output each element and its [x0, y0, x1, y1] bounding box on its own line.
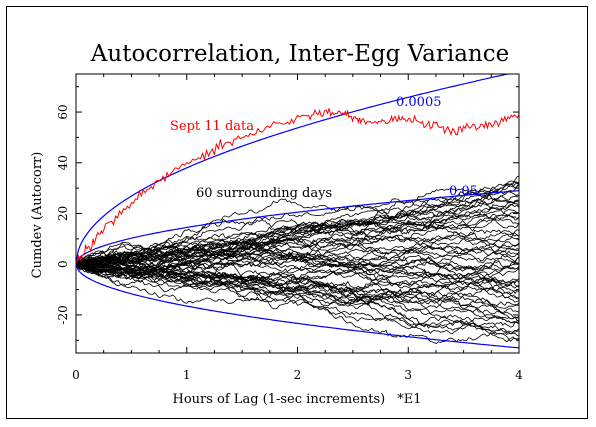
- background-series-line: [76, 261, 519, 303]
- y-tick-label: 0: [56, 260, 70, 268]
- background-series-line: [76, 263, 519, 303]
- background-series-line: [76, 260, 519, 343]
- background-series-line: [76, 187, 519, 265]
- background-series-line: [76, 180, 519, 268]
- x-axis-label: Hours of Lag (1-sec increments) *E1: [172, 392, 421, 407]
- envelope-curve: [76, 190, 519, 265]
- background-series-line: [76, 259, 519, 286]
- background-series-line: [76, 175, 519, 267]
- background-series-line: [76, 241, 519, 268]
- envelope-curve: [76, 74, 511, 265]
- y-tick-label: -20: [56, 305, 70, 324]
- background-series-line: [76, 261, 519, 286]
- background-series-line: [76, 190, 519, 267]
- background-series-line: [76, 255, 519, 286]
- y-tick-label: 20: [56, 206, 70, 221]
- chart-title: Autocorrelation, Inter-Egg Variance: [90, 41, 509, 67]
- sept11-series-line: [76, 108, 519, 265]
- x-tick-label: 2: [294, 368, 302, 382]
- x-tick-label: 1: [183, 368, 191, 382]
- x-tick-label: 3: [404, 368, 412, 382]
- background-series-line: [76, 257, 519, 331]
- annotation-p-0.05: 0.05: [449, 184, 478, 199]
- background-series-line: [76, 248, 519, 287]
- annotation-sept11: Sept 11 data: [170, 119, 254, 134]
- y-tick-label: 60: [56, 104, 70, 119]
- sept11-series-group: [76, 108, 519, 265]
- annotation-p-0.0005: 0.0005: [396, 95, 442, 110]
- y-axis-ticks: -20 0 20 40 60: [56, 86, 519, 341]
- background-series-line: [76, 239, 519, 279]
- x-tick-label: 4: [515, 368, 523, 382]
- background-series-line: [76, 184, 519, 272]
- x-tick-label: 0: [72, 368, 80, 382]
- y-tick-label: 40: [56, 155, 70, 170]
- background-series-line: [76, 237, 519, 274]
- background-series-group: [76, 175, 519, 344]
- envelope-curves: [76, 74, 519, 349]
- background-series-line: [76, 181, 519, 269]
- x-axis-ticks: 0 1 2 3 4: [72, 74, 523, 382]
- background-series-line: [76, 240, 519, 272]
- annotation-surrounding-days: 60 surrounding days: [196, 186, 332, 201]
- envelope-curve: [76, 263, 519, 349]
- background-series-line: [76, 242, 519, 266]
- background-series-line: [76, 263, 519, 333]
- y-axis-label: Cumdev (Autocorr): [30, 152, 45, 279]
- background-series-line: [76, 260, 519, 280]
